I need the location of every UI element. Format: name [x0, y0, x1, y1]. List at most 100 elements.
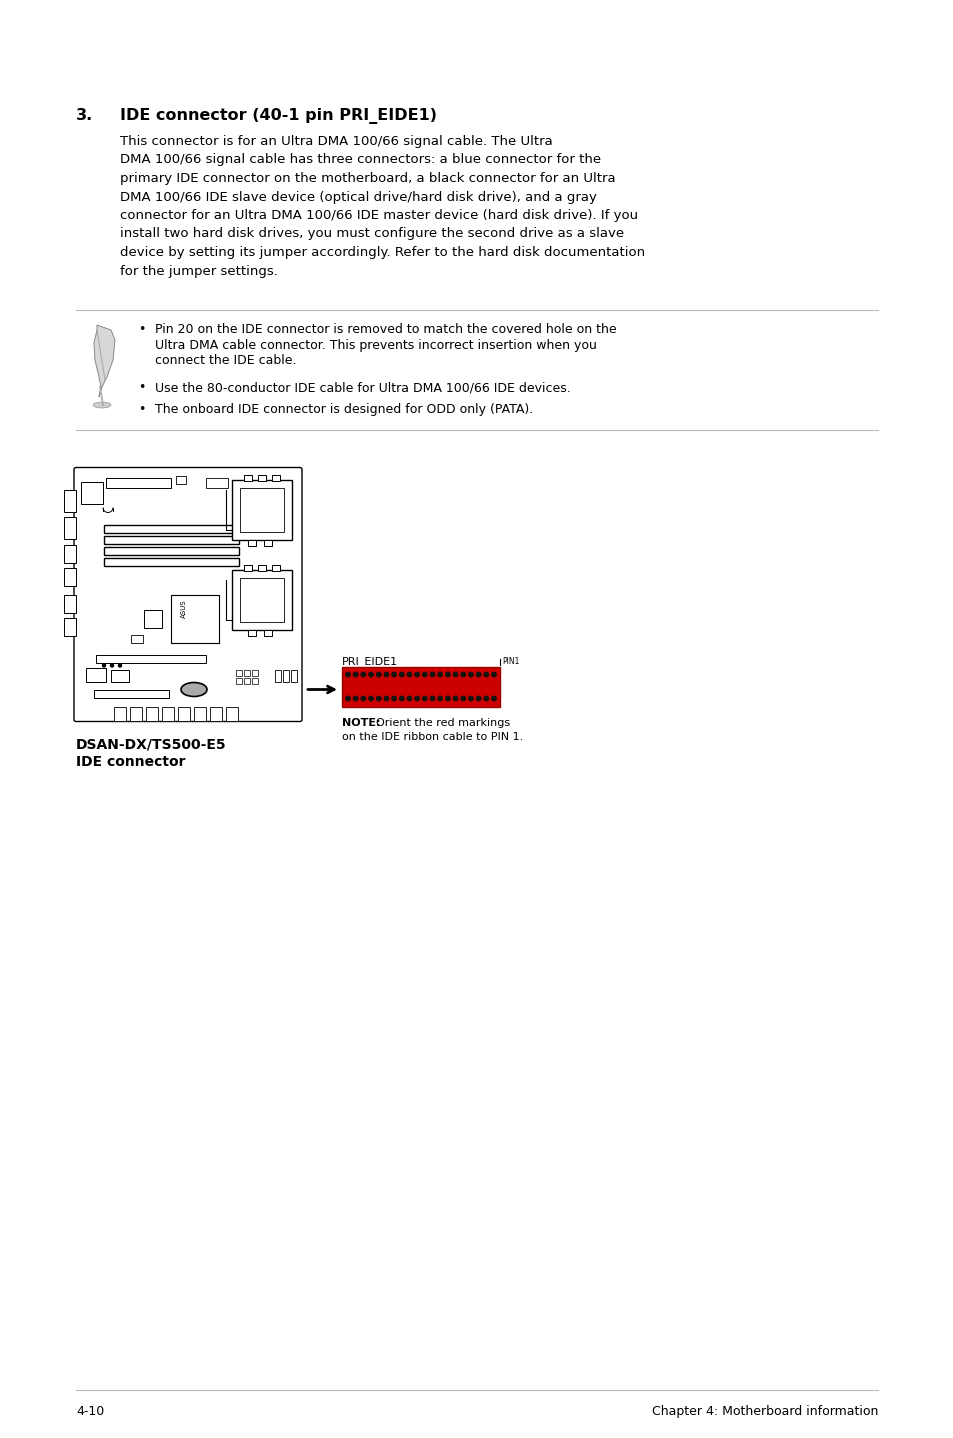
Bar — [235, 677, 242, 683]
Text: for the jumper settings.: for the jumper settings. — [120, 265, 277, 278]
Circle shape — [233, 538, 236, 541]
Circle shape — [460, 673, 465, 677]
Text: ASUS: ASUS — [181, 600, 187, 618]
Text: Ultra DMA cable connector. This prevents incorrect insertion when you: Ultra DMA cable connector. This prevents… — [154, 338, 597, 351]
Text: 3.: 3. — [76, 108, 93, 124]
Bar — [341, 666, 499, 706]
Bar — [272, 565, 280, 571]
Bar — [111, 670, 129, 682]
Text: 4-10: 4-10 — [76, 1405, 104, 1418]
Circle shape — [422, 696, 427, 700]
Circle shape — [361, 673, 365, 677]
Circle shape — [407, 673, 412, 677]
Bar — [64, 568, 76, 585]
Bar — [113, 706, 126, 720]
Circle shape — [354, 696, 357, 700]
Bar — [206, 477, 228, 487]
Text: primary IDE connector on the motherboard, a black connector for an Ultra: primary IDE connector on the motherboard… — [120, 173, 615, 186]
Bar — [248, 630, 255, 636]
Ellipse shape — [92, 403, 111, 408]
Text: DSAN-DX/TS500-E5: DSAN-DX/TS500-E5 — [76, 738, 227, 752]
Bar — [175, 476, 186, 483]
Circle shape — [233, 526, 236, 531]
Text: NOTE:: NOTE: — [341, 719, 380, 729]
Bar — [252, 677, 257, 683]
Bar — [291, 670, 296, 682]
Circle shape — [460, 696, 465, 700]
Text: on the IDE ribbon cable to PIN 1.: on the IDE ribbon cable to PIN 1. — [341, 732, 522, 742]
Bar — [244, 677, 250, 683]
Circle shape — [233, 559, 236, 564]
Bar — [64, 489, 76, 512]
Circle shape — [118, 664, 121, 667]
Bar — [86, 667, 106, 682]
Circle shape — [376, 696, 380, 700]
Bar — [240, 487, 284, 532]
Circle shape — [468, 696, 473, 700]
Text: IDE connector (40-1 pin PRI_EIDE1): IDE connector (40-1 pin PRI_EIDE1) — [120, 108, 436, 124]
Circle shape — [354, 673, 357, 677]
Text: PIN1: PIN1 — [501, 657, 518, 666]
Circle shape — [399, 673, 403, 677]
Circle shape — [468, 673, 473, 677]
Bar — [144, 610, 162, 627]
Text: Chapter 4: Motherboard information: Chapter 4: Motherboard information — [651, 1405, 877, 1418]
Bar — [248, 539, 255, 545]
Circle shape — [445, 673, 450, 677]
Text: This connector is for an Ultra DMA 100/66 signal cable. The Ultra: This connector is for an Ultra DMA 100/6… — [120, 135, 552, 148]
Bar — [146, 706, 158, 720]
FancyBboxPatch shape — [74, 467, 302, 722]
Bar — [104, 525, 239, 532]
Text: connector for an Ultra DMA 100/66 IDE master device (hard disk drive). If you: connector for an Ultra DMA 100/66 IDE ma… — [120, 209, 638, 221]
Bar — [104, 546, 239, 555]
Circle shape — [361, 696, 365, 700]
Bar — [130, 706, 142, 720]
Circle shape — [345, 673, 350, 677]
Text: Use the 80-conductor IDE cable for Ultra DMA 100/66 IDE devices.: Use the 80-conductor IDE cable for Ultra… — [154, 381, 570, 394]
Circle shape — [430, 673, 435, 677]
Text: •: • — [138, 324, 145, 336]
Bar — [226, 706, 237, 720]
Polygon shape — [94, 325, 115, 397]
Circle shape — [407, 696, 412, 700]
Bar — [257, 475, 266, 480]
Bar — [244, 565, 252, 571]
Circle shape — [392, 673, 395, 677]
Text: IDE connector: IDE connector — [76, 755, 185, 769]
Bar — [240, 578, 284, 621]
Circle shape — [476, 673, 480, 677]
Text: Pin 20 on the IDE connector is removed to match the covered hole on the: Pin 20 on the IDE connector is removed t… — [154, 324, 616, 336]
Circle shape — [483, 673, 488, 677]
Bar — [252, 670, 257, 676]
Bar — [283, 670, 289, 682]
Bar — [235, 670, 242, 676]
Ellipse shape — [181, 683, 207, 696]
Circle shape — [476, 696, 480, 700]
Text: •: • — [138, 381, 145, 394]
Bar — [94, 689, 169, 697]
Bar — [257, 565, 266, 571]
Bar — [104, 558, 239, 565]
Circle shape — [369, 696, 373, 700]
Circle shape — [430, 696, 435, 700]
Circle shape — [445, 696, 450, 700]
Bar — [64, 545, 76, 562]
Circle shape — [453, 673, 457, 677]
Circle shape — [437, 673, 442, 677]
Bar — [171, 594, 219, 643]
Circle shape — [437, 696, 442, 700]
Bar — [210, 706, 222, 720]
Bar — [232, 479, 292, 539]
Bar — [131, 634, 143, 643]
Bar — [81, 482, 103, 503]
Bar — [274, 670, 281, 682]
Circle shape — [369, 673, 373, 677]
Circle shape — [111, 664, 113, 667]
Circle shape — [422, 673, 427, 677]
Bar — [64, 594, 76, 613]
Bar — [244, 475, 252, 480]
Circle shape — [102, 664, 106, 667]
Circle shape — [483, 696, 488, 700]
Bar — [96, 654, 206, 663]
Text: •: • — [138, 404, 145, 417]
